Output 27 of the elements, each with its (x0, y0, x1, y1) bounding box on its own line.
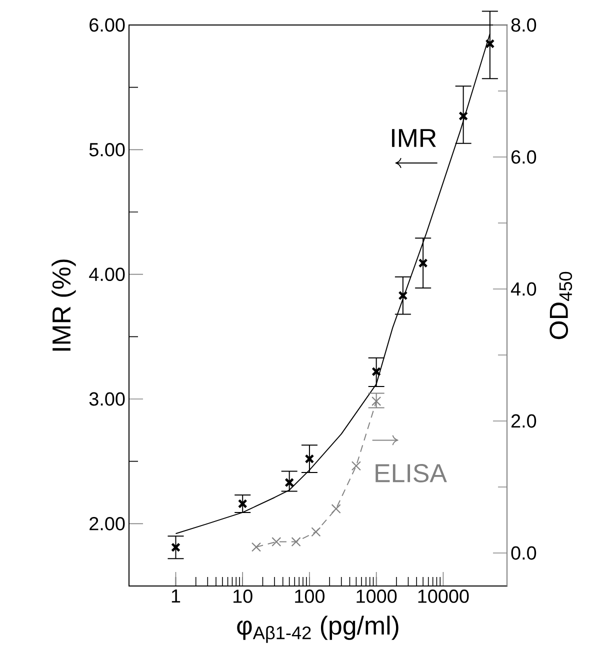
x-tick-label: 10000 (418, 590, 469, 603)
series-label: IMR (392, 129, 436, 147)
y2-axis-title: OD$_{450}$ (550, 272, 572, 340)
point (331, 504, 341, 514)
y-tick-label: 6.00 (90, 18, 125, 32)
point (311, 527, 321, 537)
y-tick-label: 3.00 (89, 392, 125, 406)
x-tick-label: 100 (295, 590, 325, 603)
y-tick-label: 2.00 (90, 516, 125, 530)
legend-label: ELISA (376, 464, 447, 482)
x-tick-label: 10 (234, 590, 252, 603)
y2-tick-label: 4.0 (510, 282, 536, 296)
y-tick-label: 5.00 (89, 142, 125, 156)
y-tick-label: 4.00 (89, 268, 125, 282)
y2-tick-label: 8.0 (511, 18, 536, 32)
point (372, 396, 382, 406)
x-tick-label: 1000 (356, 590, 397, 603)
x-axis-title: φ$_{Aβ1-42}$ (pg/ml) (237, 616, 398, 643)
point (351, 461, 361, 471)
y2-tick-label: 2.0 (511, 414, 536, 428)
point (251, 542, 262, 552)
y2-tick-label: 0.0 (511, 546, 536, 560)
x-tick-label: 1 (172, 590, 180, 603)
point (272, 537, 282, 547)
y2-tick-label: 6.0 (511, 150, 536, 164)
y-axis-title: IMR (%) (52, 260, 76, 351)
point (291, 537, 301, 547)
